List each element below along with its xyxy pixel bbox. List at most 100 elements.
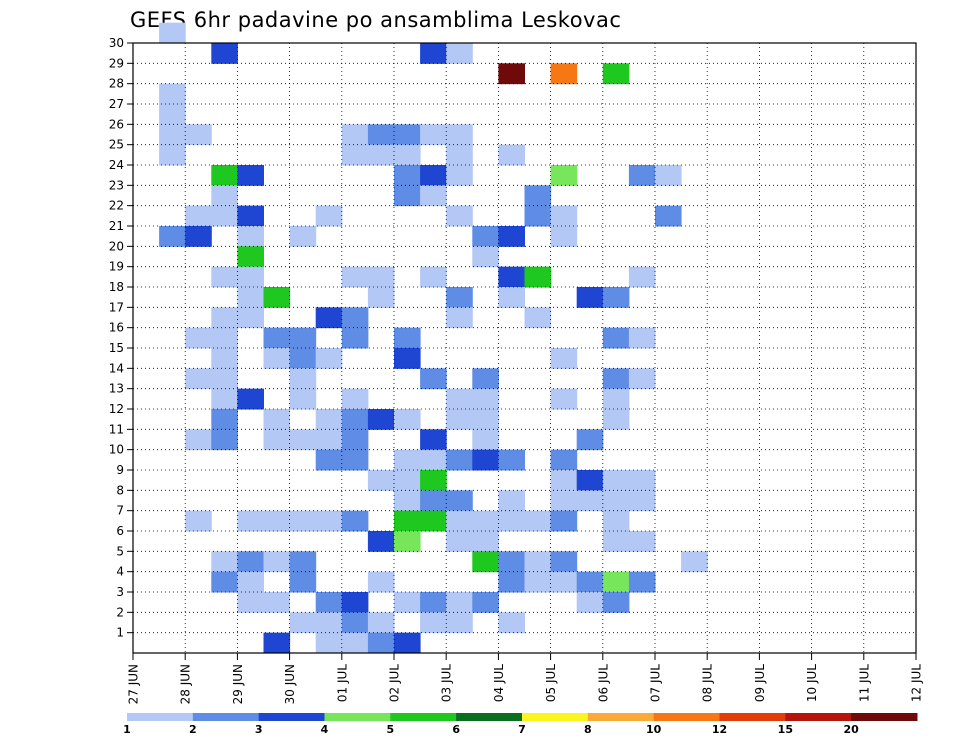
precip-cell: [446, 449, 473, 471]
color-scale-label: 15: [778, 723, 793, 736]
precip-cell: [472, 510, 499, 532]
precip-cell: [289, 226, 317, 247]
precip-cell: [394, 632, 421, 654]
precip-cell: [524, 205, 552, 227]
precip-cell: [550, 551, 578, 573]
precip-cell: [498, 287, 525, 308]
precip-cell: [420, 449, 447, 471]
precip-cell: [315, 409, 343, 430]
precip-cell: [576, 287, 604, 308]
precip-cell: [602, 63, 630, 85]
x-tick-label: 10 JUL: [805, 664, 819, 702]
y-tick-label: 11: [109, 422, 124, 436]
precip-cell: [367, 571, 395, 593]
precip-cell: [289, 327, 317, 349]
x-tick-label: 09 JUL: [753, 664, 767, 702]
precip-cell: [341, 124, 369, 146]
precip-cell: [602, 388, 630, 410]
color-scale-swatch: [127, 713, 194, 721]
precip-cell: [237, 388, 264, 410]
precip-cell: [420, 43, 447, 64]
y-tick-label: 2: [116, 605, 124, 619]
precip-cell: [498, 226, 525, 247]
precip-cell: [394, 409, 421, 430]
precip-cell: [420, 266, 447, 288]
precip-cell: [211, 409, 238, 430]
precip-cell: [446, 388, 473, 410]
color-scale-swatch: [653, 713, 720, 721]
precip-cell: [394, 327, 421, 349]
precip-cell: [394, 185, 421, 207]
y-tick-label: 3: [116, 585, 124, 599]
precip-cell: [420, 185, 447, 207]
x-axis: 27 JUN 28 JUN 29 JUN 30 JUN 01 JUL 02 JUL 03 J…: [127, 653, 924, 704]
precip-cell: [472, 368, 499, 390]
precip-cell: [341, 307, 369, 329]
precip-cell: [185, 429, 212, 451]
precip-cell: [159, 22, 186, 44]
x-tick-label: 08 JUL: [701, 664, 715, 702]
precip-cell: [498, 63, 525, 85]
y-tick-label: 10: [109, 443, 124, 457]
precip-cell: [341, 592, 369, 613]
precip-cell: [211, 368, 238, 390]
precip-cell: [211, 571, 238, 593]
precip-cell: [628, 470, 656, 491]
precip-cell: [576, 490, 604, 512]
precip-cell: [550, 490, 578, 512]
precip-cell: [315, 612, 343, 634]
precip-cell: [289, 571, 317, 593]
precip-cell: [550, 205, 578, 227]
precip-cell: [524, 185, 552, 207]
x-tick-label: 04 JUL: [492, 664, 506, 702]
precip-cell: [211, 307, 238, 329]
precip-cell: [315, 632, 343, 654]
y-tick-label: 22: [109, 199, 124, 213]
precip-cell: [576, 470, 604, 491]
precip-cell: [341, 449, 369, 471]
precip-cell: [367, 531, 395, 552]
precip-cell: [498, 612, 525, 634]
x-tick-label: 03 JUL: [440, 664, 454, 702]
precip-cell: [550, 348, 578, 369]
y-tick-label: 15: [109, 341, 124, 355]
precip-cell: [367, 124, 395, 146]
y-tick-label: 6: [116, 524, 124, 538]
precip-cell: [550, 449, 578, 471]
precip-cell: [185, 510, 212, 532]
precip-cell: [263, 551, 291, 573]
precip-cell: [237, 307, 264, 329]
y-tick-label: 25: [109, 138, 124, 152]
precip-cell: [498, 510, 525, 532]
precip-cell: [263, 348, 291, 369]
y-tick-label: 4: [116, 565, 124, 579]
precip-cell: [472, 531, 499, 552]
y-tick-label: 5: [116, 544, 124, 558]
precip-cell: [498, 266, 525, 288]
precip-cell: [394, 592, 421, 613]
precip-cell: [394, 124, 421, 146]
precip-cell: [394, 144, 421, 166]
precip-cell: [602, 409, 630, 430]
precip-cell: [655, 205, 682, 227]
precip-cell: [159, 83, 186, 105]
precip-cell: [498, 490, 525, 512]
precip-cell: [446, 205, 473, 227]
precip-cell: [420, 368, 447, 390]
precip-cell: [289, 388, 317, 410]
precip-cell: [289, 348, 317, 369]
precip-cell: [263, 327, 291, 349]
precip-cell: [446, 510, 473, 532]
precip-cell: [211, 388, 238, 410]
precip-cell: [315, 429, 343, 451]
x-tick-label: 06 JUL: [596, 664, 610, 702]
precip-cell: [550, 226, 578, 247]
precip-cell: [289, 510, 317, 532]
precip-cell: [211, 327, 238, 349]
color-scale-label: 3: [255, 723, 263, 736]
precip-cell: [472, 409, 499, 430]
precip-cell: [550, 388, 578, 410]
precip-cell: [420, 124, 447, 146]
y-tick-label: 19: [109, 260, 124, 274]
